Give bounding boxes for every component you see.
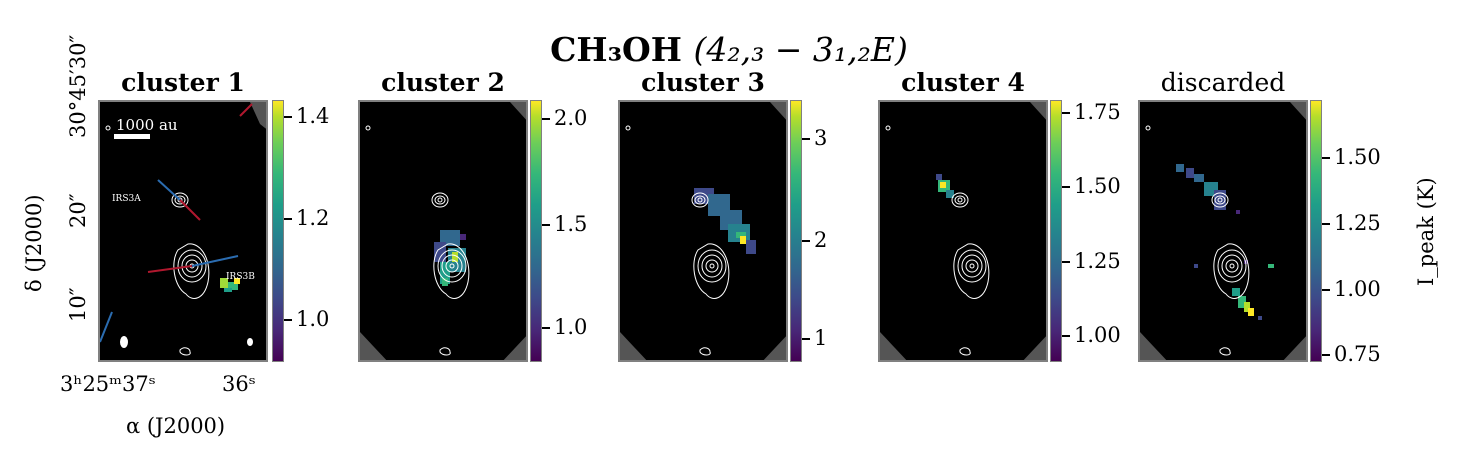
panel-map	[360, 102, 526, 360]
panel-title: discarded	[1160, 68, 1286, 97]
colorbar-tick-label: 1.00	[1074, 323, 1121, 347]
colorbar	[1050, 100, 1062, 362]
x-axis-label: α (J2000)	[126, 414, 226, 438]
panel-title: cluster 3	[641, 68, 765, 97]
panel-cluster-3	[618, 100, 788, 362]
colorbar	[790, 100, 802, 362]
y-axis-label: δ (J2000)	[22, 194, 46, 292]
colorbar-tick-label: 1	[814, 326, 828, 350]
title-molecule: CH₃OH	[550, 30, 682, 69]
emission	[1176, 164, 1274, 320]
panel-title: cluster 4	[901, 68, 1025, 97]
panel-map	[620, 102, 786, 360]
colorbar-tick-label: 1.2	[296, 206, 330, 230]
panel-title: cluster 1	[121, 68, 245, 97]
contours	[171, 192, 210, 356]
source-label-irs3b: IRS3B	[226, 272, 255, 282]
panel-map	[880, 102, 1046, 360]
contours	[691, 192, 730, 356]
panel-title: cluster 2	[381, 68, 505, 97]
x-tick-label: 3ʰ25ᵐ37ˢ	[60, 372, 156, 396]
colorbar-tick-label: 1.4	[296, 104, 330, 128]
colorbar-tick-label: 1.0	[554, 315, 588, 339]
colorbar-tick-label: 1.75	[1074, 100, 1121, 124]
panel-map	[100, 102, 266, 356]
emission	[694, 188, 756, 254]
colorbar-tick-label: 1.25	[1334, 211, 1381, 235]
y-tick-label: 30°45′30″	[66, 34, 90, 138]
colorbar	[272, 100, 284, 362]
source-label-irs3a: IRS3A	[112, 194, 141, 204]
contours	[431, 192, 470, 356]
colorbar-tick-label: 2	[814, 228, 828, 252]
x-tick-label: 36ˢ	[222, 372, 256, 396]
panel-discarded	[1138, 100, 1308, 362]
contours	[951, 192, 990, 356]
colorbar-label: I_peak (K)	[1414, 177, 1438, 286]
y-tick-label: 10″	[66, 287, 90, 322]
colorbar	[1310, 100, 1322, 362]
scale-bar-label: 1000 au	[116, 116, 178, 134]
colorbar	[530, 100, 542, 362]
colorbar-tick-label: 3	[814, 126, 828, 150]
colorbar-tick-label: 2.0	[554, 106, 588, 130]
colorbar-tick-label: 1.5	[554, 212, 588, 236]
figure-title: CH₃OH (4₂,₃ − 3₁,₂E)	[0, 30, 1458, 69]
colorbar-tick-label: 1.0	[296, 307, 330, 331]
title-transition: (4₂,₃ − 3₁,₂E)	[693, 30, 908, 69]
colorbar-tick-label: 1.50	[1074, 174, 1121, 198]
panel-map	[1140, 102, 1306, 360]
colorbar-tick-label: 1.00	[1334, 277, 1381, 301]
contours	[1211, 192, 1250, 356]
colorbar-tick-label: 1.25	[1074, 249, 1121, 273]
panel-cluster-1: 1000 au IRS3A IRS3B	[98, 100, 268, 362]
colorbar-tick-label: 1.50	[1334, 145, 1381, 169]
panel-cluster-4	[878, 100, 1048, 362]
colorbar-tick-label: 0.75	[1334, 342, 1381, 366]
y-tick-label: 20″	[66, 193, 90, 228]
panel-cluster-2	[358, 100, 528, 362]
emission	[936, 174, 954, 198]
